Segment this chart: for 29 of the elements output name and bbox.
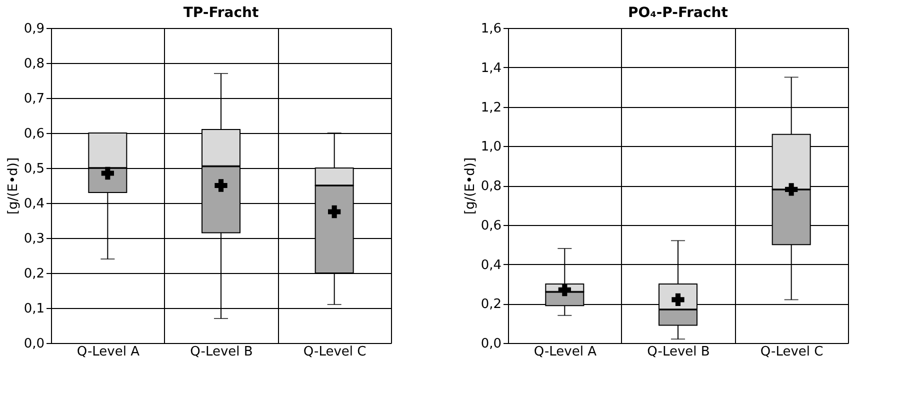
y-tick-label: 0,8 — [24, 56, 44, 72]
chart-title: PO₄-P-Fracht — [628, 5, 728, 21]
y-tick-label: 0,6 — [24, 126, 44, 142]
x-tick-label: Q-Level B — [190, 344, 253, 360]
y-tick-label: 1,4 — [480, 60, 502, 76]
x-tick-label: Q-Level C — [303, 344, 366, 360]
x-tick-label: Q-Level C — [760, 344, 824, 360]
y-axis-title: [g/(E•d)] — [462, 157, 478, 215]
y-tick-label: 0,2 — [24, 266, 44, 282]
y-tick-label: 0,5 — [24, 162, 44, 176]
chart-title: TP-Fracht — [183, 5, 259, 21]
y-tick-label: 1,2 — [480, 100, 502, 116]
y-axis-title: [g/(E•d)] — [6, 157, 21, 215]
x-tick-label: Q-Level A — [534, 344, 597, 360]
y-tick-label: 0,3 — [24, 232, 44, 246]
y-tick-label: 0,0 — [480, 336, 502, 352]
y-tick-label: 1,6 — [480, 22, 502, 36]
y-tick-label: 0,8 — [480, 179, 502, 194]
y-tick-label: 0,2 — [480, 297, 502, 312]
x-tick-label: Q-Level A — [76, 344, 140, 360]
y-tick-label: 0,0 — [24, 336, 44, 352]
y-tick-label: 1,0 — [480, 140, 502, 155]
y-tick-label: 0,4 — [480, 258, 502, 273]
y-tick-label: 0,7 — [24, 92, 44, 106]
y-tick-label: 0,4 — [24, 196, 44, 212]
y-tick-label: 0,9 — [24, 22, 44, 36]
y-tick-label: 0,1 — [24, 302, 44, 316]
y-tick-label: 0,6 — [480, 218, 502, 234]
x-tick-label: Q-Level B — [647, 344, 710, 360]
